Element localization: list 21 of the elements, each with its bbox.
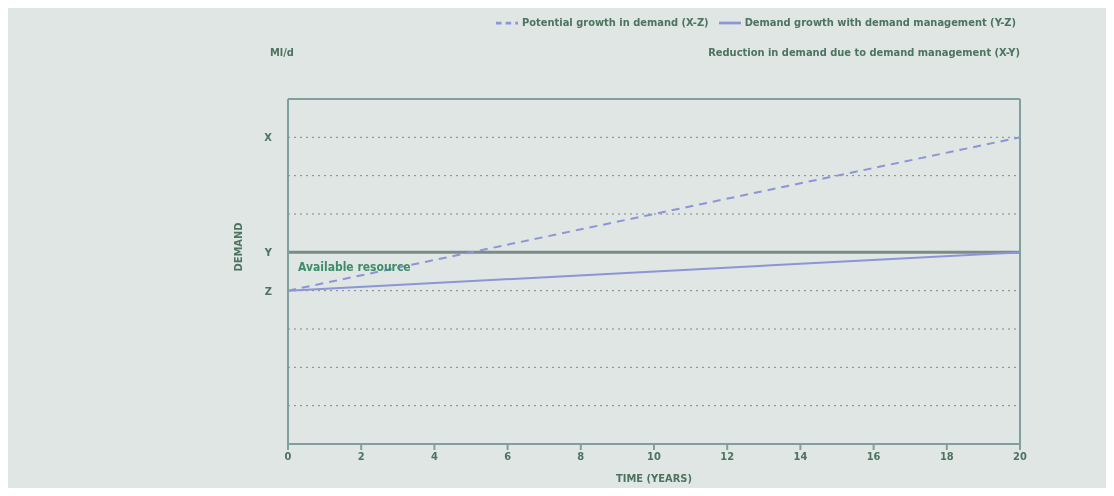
x-tick-label: 16 <box>866 449 881 463</box>
text: Z <box>264 284 272 298</box>
x-tick-label: 20 <box>1013 449 1027 463</box>
x-tick-label: 10 <box>647 449 661 463</box>
x-tick-label: 18 <box>939 449 954 463</box>
text: Reduction in demand due to demand management (X-Y) <box>708 46 1020 59</box>
text: Ml/d <box>270 46 294 59</box>
y-axis-title: DEMAND <box>231 222 245 272</box>
x-tick-label: 0 <box>284 449 292 463</box>
x-tick-label: 14 <box>793 449 808 463</box>
x-tick-label: 8 <box>577 449 585 463</box>
text: X <box>264 131 273 145</box>
x-axis-title: TIME (YEARS) <box>616 472 692 485</box>
legend-label: Potential growth in demand (X-Z) <box>522 16 709 29</box>
ref-line-label: Available resource <box>298 259 411 274</box>
x-tick-label: 4 <box>430 449 438 463</box>
x-tick-label: 6 <box>504 449 512 463</box>
x-tick-label: 2 <box>357 449 365 463</box>
x-tick-label: 12 <box>720 449 735 463</box>
legend-label: Demand growth with demand management (Y-Z) <box>744 16 1016 29</box>
text: Y <box>263 246 273 260</box>
